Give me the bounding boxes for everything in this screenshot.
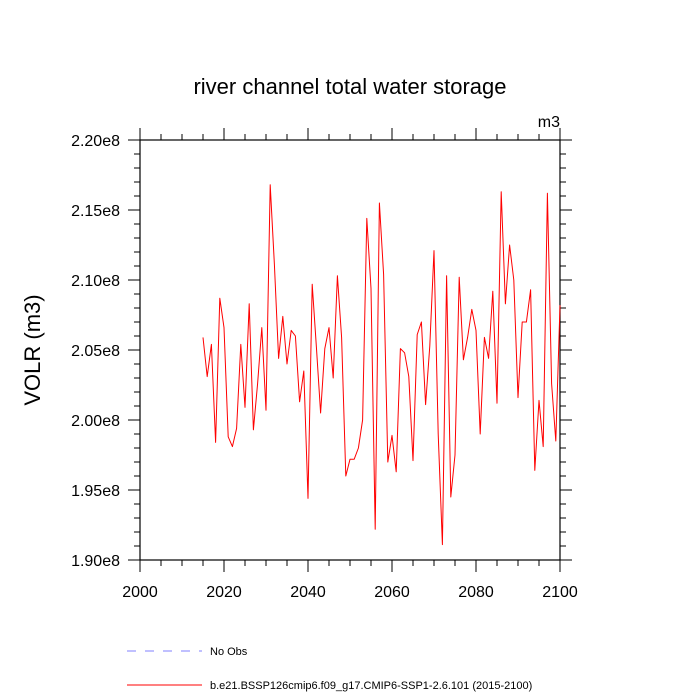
legend-no-obs-label: No Obs: [210, 646, 248, 658]
legend-series-label: b.e21.BSSP126cmip6.f09_g17.CMIP6-SSP1-2.…: [210, 680, 532, 692]
y-tick-label: 1.90e8: [71, 553, 120, 570]
y-tick-label: 1.95e8: [71, 483, 120, 500]
legend: No Obs b.e21.BSSP126cmip6.f09_g17.CMIP6-…: [127, 646, 532, 692]
x-tick-label: 2100: [542, 584, 578, 601]
chart-title: river channel total water storage: [193, 74, 506, 99]
y-axis-label: VOLR (m3): [20, 294, 45, 405]
series-line: [202, 184, 561, 546]
y-tick-label: 2.15e8: [71, 203, 120, 220]
x-tick-label: 2080: [458, 584, 494, 601]
y-tick-label: 2.20e8: [71, 133, 120, 150]
x-tick-label: 2020: [206, 584, 242, 601]
x-tick-label: 2000: [122, 584, 158, 601]
units-label: m3: [538, 114, 560, 131]
x-tick-label: 2040: [290, 584, 326, 601]
y-tick-label: 2.05e8: [71, 343, 120, 360]
y-tick-label: 2.10e8: [71, 273, 120, 290]
x-tick-label: 2060: [374, 584, 410, 601]
y-tick-label: 2.00e8: [71, 413, 120, 430]
plot-frame: [139, 139, 561, 561]
